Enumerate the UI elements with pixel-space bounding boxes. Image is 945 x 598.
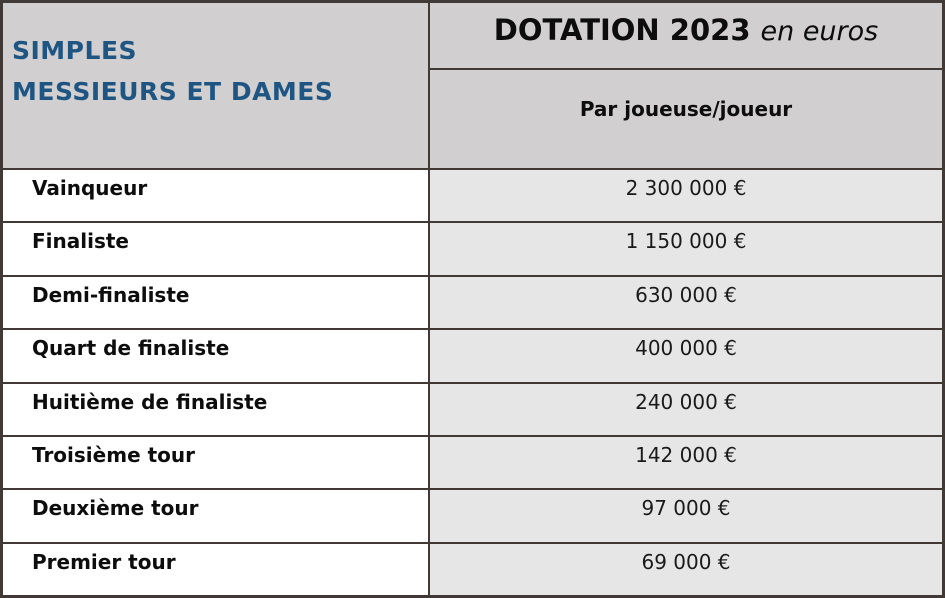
row-label: Huitième de finaliste — [3, 383, 428, 435]
row-label: Premier tour — [3, 543, 428, 595]
row-value: 400 000 € — [430, 330, 942, 382]
column-header-per-player: Par joueuse/joueur — [430, 70, 942, 168]
dotation-title: DOTATION 2023 — [493, 13, 751, 47]
row-label: Troisième tour — [3, 436, 428, 489]
table-title-left: SIMPLES MESSIEURS ET DAMES — [3, 3, 428, 168]
row-value: 69 000 € — [430, 543, 942, 595]
row-label: Vainqueur — [3, 170, 428, 222]
row-value: 240 000 € — [430, 383, 942, 435]
row-value: 1 150 000 € — [430, 223, 942, 275]
row-label: Finaliste — [3, 223, 428, 275]
title-line-2: MESSIEURS ET DAMES — [12, 77, 334, 106]
row-value: 97 000 € — [430, 490, 942, 542]
row-value: 142 000 € — [430, 436, 942, 489]
title-line-1: SIMPLES — [12, 36, 138, 65]
row-label: Quart de finaliste — [3, 330, 428, 382]
table-title-right: DOTATION 2023 en euros — [430, 3, 942, 68]
row-value: 630 000 € — [430, 276, 942, 329]
euros-suffix: en euros — [760, 16, 879, 47]
row-label: Demi-finaliste — [3, 276, 428, 329]
row-value: 2 300 000 € — [430, 170, 942, 222]
row-label: Deuxième tour — [3, 490, 428, 542]
